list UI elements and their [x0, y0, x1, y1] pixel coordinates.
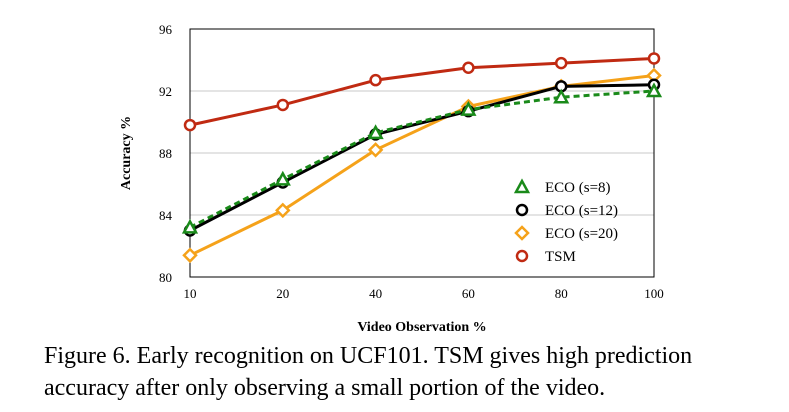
- series-eco-s-8: [181, 82, 663, 234]
- y-tick-label: 84: [159, 208, 173, 223]
- x-axis-ticks: 10 20 40 60 80 100: [184, 286, 664, 301]
- x-tick-label: 10: [184, 286, 197, 301]
- legend-marker-eco-s-20: [514, 225, 530, 241]
- series-tsm: [183, 52, 661, 132]
- data-point-tsm: [276, 98, 290, 112]
- data-point-tsm: [183, 118, 197, 132]
- early-recognition-chart: 80 84 88 92 96 10 20 40 60 80 100 Video Observati…: [119, 22, 664, 335]
- legend-item-eco-s-20: ECO (s=20): [514, 225, 618, 242]
- data-point-tsm: [554, 56, 568, 70]
- series-line-tsm: [189, 56, 655, 127]
- data-point-tsm: [462, 61, 475, 74]
- data-point-eco-s-20: [367, 142, 384, 158]
- legend-item-eco-s-12: ECO (s=12): [515, 203, 618, 219]
- data-point-eco-s-8: [645, 82, 663, 98]
- legend-marker-tsm: [515, 249, 529, 263]
- x-tick-label: 40: [369, 286, 382, 301]
- x-tick-label: 80: [555, 286, 568, 301]
- data-point-eco-s-8: [553, 88, 570, 104]
- data-point-eco-s-8: [367, 124, 384, 140]
- x-tick-label: 100: [644, 286, 664, 301]
- y-tick-label: 96: [159, 22, 173, 37]
- y-axis-ticks: 80 84 88 92 96: [159, 22, 173, 285]
- data-point-tsm: [369, 73, 382, 87]
- series-line-eco-s-20: [189, 74, 655, 257]
- data-point-eco-s-8: [460, 100, 477, 116]
- y-tick-label: 92: [159, 84, 172, 99]
- caption-line-1: Figure 6. Early recognition on UCF101. T…: [44, 343, 693, 369]
- x-tick-label: 20: [276, 286, 289, 301]
- grid-lines: [190, 90, 654, 216]
- y-tick-label: 88: [159, 146, 172, 161]
- x-axis-label: Video Observation %: [357, 320, 486, 335]
- data-point-eco-s-8: [181, 218, 199, 234]
- series-line-eco-s-8: [189, 89, 655, 229]
- series-layer: [181, 52, 663, 264]
- x-tick-label: 60: [462, 286, 475, 301]
- y-axis-label: Accuracy %: [119, 116, 134, 190]
- figure-caption: Figure 6. Early recognition on UCF101. T…: [44, 340, 784, 404]
- data-point-tsm: [647, 52, 661, 65]
- legend-label-tsm: TSM: [545, 249, 576, 265]
- data-point-eco-s-20: [275, 202, 291, 219]
- data-point-eco-s-20: [182, 247, 198, 264]
- legend-label-eco-s-20: ECO (s=20): [545, 226, 618, 242]
- y-tick-label: 80: [159, 270, 172, 285]
- plot-frame: [189, 28, 655, 278]
- caption-line-2: accuracy after only observing a small po…: [44, 375, 606, 401]
- legend-marker-eco-s-12: [515, 203, 529, 217]
- legend: ECO (s=8) ECO (s=12) ECO (s=20) TSM: [513, 178, 618, 265]
- legend-item-tsm: TSM: [515, 249, 576, 265]
- legend-label-eco-s-8: ECO (s=8): [545, 180, 611, 196]
- data-point-eco-s-8: [274, 170, 291, 186]
- legend-item-eco-s-8: ECO (s=8): [513, 178, 611, 196]
- legend-marker-eco-s-8: [513, 178, 531, 194]
- legend-label-eco-s-12: ECO (s=12): [545, 203, 618, 219]
- series-line-eco-s-12: [189, 83, 655, 232]
